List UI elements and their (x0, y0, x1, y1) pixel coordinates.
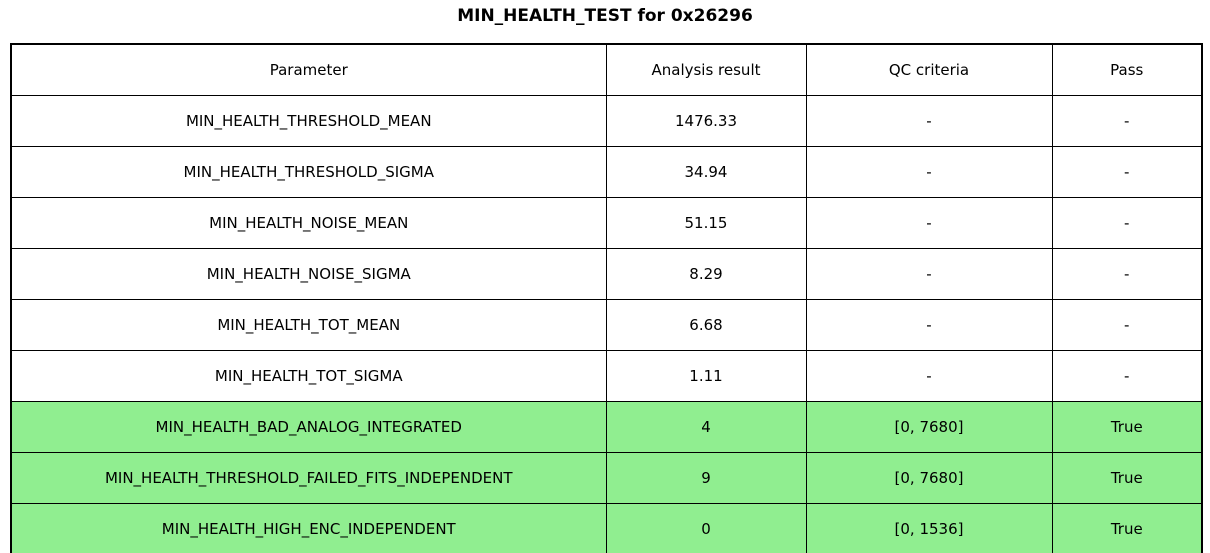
table-cell-parameter: MIN_HEALTH_BAD_ANALOG_INTEGRATED (10, 401, 607, 453)
table-row: MIN_HEALTH_BAD_ANALOG_INTEGRATED 4 [0, 768… (10, 401, 1203, 453)
table-cell-pass: - (1051, 197, 1203, 249)
table-body: MIN_HEALTH_THRESHOLD_MEAN 1476.33- - MIN_HE… (10, 95, 1203, 553)
results-table: Parameter Analysis result QC criteria Pa… (10, 43, 1203, 553)
table-cell-parameter: MIN_HEALTH_NOISE_MEAN (10, 197, 607, 249)
table-row: MIN_HEALTH_THRESHOLD_SIGMA 34.94- - (10, 146, 1203, 198)
col-header-pass: Pass (1051, 43, 1203, 96)
table-cell-qc-criteria: [0, 7680] (805, 452, 1053, 504)
table-cell-analysis-result: 0 (605, 503, 807, 553)
table-cell-parameter: MIN_HEALTH_TOT_SIGMA (10, 350, 607, 402)
table-cell-parameter: MIN_HEALTH_TOT_MEAN (10, 299, 607, 351)
table-cell-analysis-result: 9 (605, 452, 807, 504)
table-cell-qc-criteria: - (805, 197, 1053, 249)
table-row: MIN_HEALTH_THRESHOLD_FAILED_FITS_INDEPEN… (10, 452, 1203, 504)
table-row: MIN_HEALTH_TOT_SIGMA 1.11- - (10, 350, 1203, 402)
table-cell-analysis-result: 8.29 (605, 248, 807, 300)
table-cell-analysis-result: 51.15 (605, 197, 807, 249)
table-cell-pass: - (1051, 299, 1203, 351)
table-cell-qc-criteria: - (805, 248, 1053, 300)
table-cell-analysis-result: 1.11 (605, 350, 807, 402)
table-cell-analysis-result: 4 (605, 401, 807, 453)
page-title: MIN_HEALTH_TEST for 0x26296 (457, 6, 753, 26)
table-row: MIN_HEALTH_TOT_MEAN 6.68- - (10, 299, 1203, 351)
col-header-analysis-result: Analysis result (605, 43, 807, 96)
col-header-parameter: Parameter (10, 43, 607, 96)
table-cell-qc-criteria: - (805, 95, 1053, 147)
table-header-row: Parameter Analysis result QC criteria Pa… (10, 43, 1203, 96)
table-cell-pass: - (1051, 95, 1203, 147)
table-cell-qc-criteria: - (805, 146, 1053, 198)
table-cell-analysis-result: 6.68 (605, 299, 807, 351)
table-row: MIN_HEALTH_NOISE_SIGMA 8.29- - (10, 248, 1203, 300)
table-cell-qc-criteria: - (805, 299, 1053, 351)
table-row: MIN_HEALTH_THRESHOLD_MEAN 1476.33- - (10, 95, 1203, 147)
table-cell-analysis-result: 34.94 (605, 146, 807, 198)
col-header-qc-criteria: QC criteria (805, 43, 1053, 96)
table-cell-analysis-result: 1476.33 (605, 95, 807, 147)
table-cell-parameter: MIN_HEALTH_NOISE_SIGMA (10, 248, 607, 300)
table-cell-pass: - (1051, 146, 1203, 198)
table-cell-pass: - (1051, 350, 1203, 402)
table-row: MIN_HEALTH_NOISE_MEAN 51.15- - (10, 197, 1203, 249)
table-cell-qc-criteria: [0, 1536] (805, 503, 1053, 553)
table-cell-pass: True (1051, 503, 1203, 553)
table-cell-qc-criteria: [0, 7680] (805, 401, 1053, 453)
table-cell-pass: - (1051, 248, 1203, 300)
table-cell-parameter: MIN_HEALTH_HIGH_ENC_INDEPENDENT (10, 503, 607, 553)
table-cell-pass: True (1051, 452, 1203, 504)
table-cell-pass: True (1051, 401, 1203, 453)
table-cell-qc-criteria: - (805, 350, 1053, 402)
table-row: MIN_HEALTH_HIGH_ENC_INDEPENDENT 0 [0, 1536… (10, 503, 1203, 553)
table-cell-parameter: MIN_HEALTH_THRESHOLD_SIGMA (10, 146, 607, 198)
table-cell-parameter: MIN_HEALTH_THRESHOLD_MEAN (10, 95, 607, 147)
table-cell-parameter: MIN_HEALTH_THRESHOLD_FAILED_FITS_INDEPEN… (10, 452, 607, 504)
